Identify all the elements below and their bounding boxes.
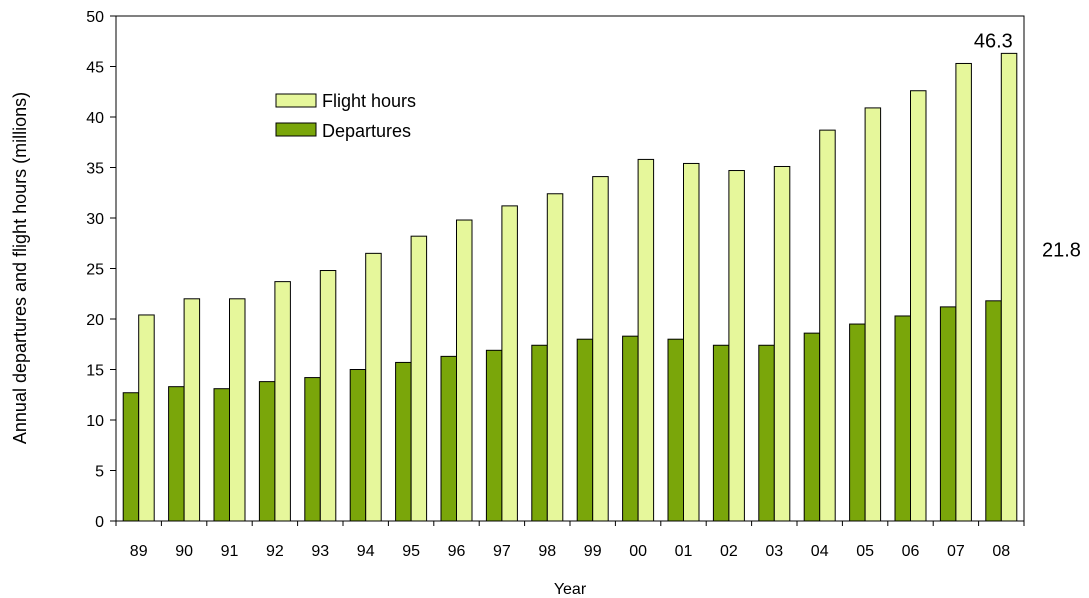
legend-swatch-departures [275,122,317,137]
y-tick-label: 25 [86,262,104,279]
y-tick-label: 30 [86,211,104,228]
x-tick-label: 96 [448,543,466,560]
bar-flight-hours-95 [410,235,428,522]
x-tick-label: 95 [402,543,420,560]
bar-flight-hours-97 [501,205,518,522]
bar-flight-hours-06 [910,90,927,522]
annotations: 46.3 21.8 [974,30,1081,261]
bar-flight-hours-90 [183,298,201,522]
x-tick-label: 06 [902,543,920,560]
x-tick-label: 94 [357,543,375,560]
bar-departures-92 [258,381,276,522]
bars-layer [122,52,1018,522]
bar-flight-hours-99 [592,176,609,522]
bar-flight-hours-08 [1000,52,1018,522]
bar-departures-04 [803,332,821,522]
bar-departures-95 [395,361,412,522]
x-tick-label: 97 [493,543,511,560]
legend-label-flight-hours: Flight hours [322,91,416,111]
y-tick-label: 50 [86,9,104,26]
bar-flight-hours-04 [819,129,836,522]
x-axis-label: Year [554,581,587,598]
bar-departures-94 [349,369,367,522]
bar-departures-89 [122,392,140,522]
bar-flight-hours-05 [864,107,882,522]
annotation-departures-08: 21.8 [1042,239,1081,261]
y-tick-label: 40 [86,110,104,127]
x-tick-label: 91 [221,543,239,560]
annotation-flight-hours-08: 46.3 [974,30,1013,52]
x-tick-label: 03 [765,543,783,560]
bar-flight-hours-91 [229,298,246,522]
bar-flight-hours-98 [546,193,564,522]
legend: Flight hours Departures [275,91,416,141]
x-tick-label: 02 [720,543,738,560]
x-tick-label: 08 [992,543,1010,560]
bar-departures-90 [168,386,185,522]
bar-flight-hours-93 [319,270,337,522]
x-tick-label: 92 [266,543,284,560]
x-tick-label: 98 [538,543,556,560]
y-axis-label: Annual departures and flight hours (mill… [10,92,30,444]
bar-departures-02 [712,344,730,522]
x-tick-label: 04 [811,543,829,560]
y-tick-label: 45 [86,60,104,77]
bar-departures-07 [939,306,957,522]
bar-departures-00 [622,335,639,522]
legend-label-departures: Departures [322,121,411,141]
y-tick-label: 35 [86,161,104,178]
y-tick-label: 15 [86,363,104,380]
x-tick-label: 05 [856,543,874,560]
bar-flight-hours-03 [773,165,791,522]
x-tick-label: 07 [947,543,965,560]
bar-flight-hours-07 [955,62,972,522]
bar-departures-91 [213,388,230,522]
y-tick-label: 5 [95,464,104,481]
x-tick-label: 93 [311,543,329,560]
bar-departures-05 [849,323,866,522]
bar-departures-03 [758,344,775,522]
x-tick-label: 01 [675,543,693,560]
bar-flight-hours-02 [728,170,745,522]
y-tick-label: 10 [86,413,104,430]
y-tick-label: 0 [95,514,104,531]
bar-flight-hours-94 [365,252,382,522]
bar-flight-hours-92 [274,281,291,522]
x-tick-label: 89 [130,543,148,560]
bar-departures-97 [485,349,503,522]
bar-departures-99 [576,338,594,522]
bar-departures-98 [531,344,548,522]
bar-departures-96 [440,355,457,522]
bar-flight-hours-01 [683,162,700,522]
legend-swatch-flight-hours [275,93,317,108]
bar-flight-hours-89 [138,314,155,522]
x-tick-label: 90 [175,543,193,560]
bar-flight-hours-00 [637,158,655,522]
bar-departures-93 [304,377,321,522]
x-tick-label: 00 [629,543,647,560]
x-tick-label: 99 [584,543,602,560]
bar-departures-01 [667,338,684,522]
plot-frame [115,15,1025,522]
x-axis: 89 90 91 92 93 94 95 96 97 98 99 00 01 02 03 04 05 06 07 08 [115,521,1025,560]
bar-flight-hours-96 [456,219,473,522]
y-axis: 0 5 10 15 20 25 30 35 40 45 50 [86,9,116,531]
bar-departures-06 [894,315,911,522]
y-tick-label: 20 [86,312,104,329]
bar-departures-08 [985,300,1002,522]
